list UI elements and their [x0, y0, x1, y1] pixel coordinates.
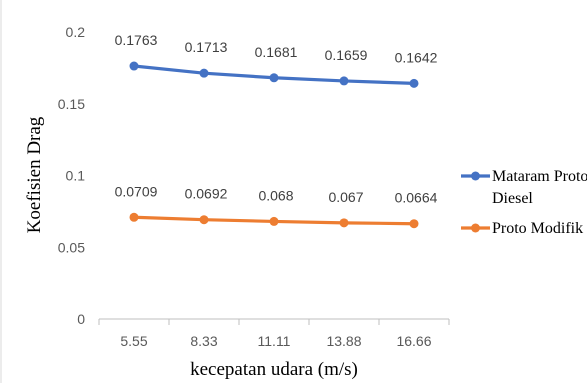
- legend-swatch-marker: [471, 223, 480, 233]
- x-tick-label: 13.88: [326, 333, 361, 349]
- data-point: [199, 68, 209, 78]
- y-tick-label: 0.15: [58, 96, 85, 112]
- y-tick-label: 0.05: [58, 239, 85, 255]
- x-tick-label: 8.33: [190, 333, 217, 349]
- data-point: [409, 219, 419, 229]
- data-label: 0.067: [328, 189, 363, 205]
- y-axis-title: Koefisien Drag: [24, 116, 45, 233]
- legend-swatch-marker: [471, 171, 480, 181]
- plot-area: 5.55 8.33 11.11 13.88 16.66 0 0.05 0.1 0.15 0.2 0.…: [58, 24, 450, 349]
- legend-label: Proto Modifik: [492, 220, 583, 237]
- x-axis-title: kecepatan udara (m/s): [190, 359, 358, 380]
- x-tick-label: 5.55: [120, 333, 147, 349]
- y-tick-label: 0.2: [66, 24, 86, 40]
- legend-label: Mataram Proto: [492, 168, 587, 185]
- data-point: [129, 61, 139, 71]
- y-tick-label: 0.1: [66, 168, 86, 184]
- data-point: [269, 73, 279, 83]
- data-label: 0.068: [258, 187, 293, 203]
- data-point: [339, 218, 349, 228]
- data-label: 0.0709: [115, 183, 158, 199]
- y-tick-label: 0: [77, 311, 85, 327]
- data-label: 0.1659: [325, 47, 368, 63]
- data-point: [409, 78, 419, 88]
- data-label: 0.1642: [395, 49, 438, 65]
- data-point: [199, 215, 209, 225]
- data-label: 0.0664: [395, 190, 438, 206]
- data-label: 0.1681: [255, 44, 298, 60]
- x-tick-label: 16.66: [396, 333, 431, 349]
- legend-label: Diesel: [492, 190, 533, 207]
- data-point: [339, 76, 349, 86]
- x-tick-label: 11.11: [258, 333, 291, 349]
- data-label: 0.1763: [115, 32, 158, 48]
- data-label: 0.1713: [185, 39, 228, 55]
- legend: Mataram Proto Diesel Proto Modifik: [461, 168, 587, 237]
- data-label: 0.0692: [185, 186, 228, 202]
- data-point: [269, 216, 279, 226]
- data-point: [129, 212, 139, 222]
